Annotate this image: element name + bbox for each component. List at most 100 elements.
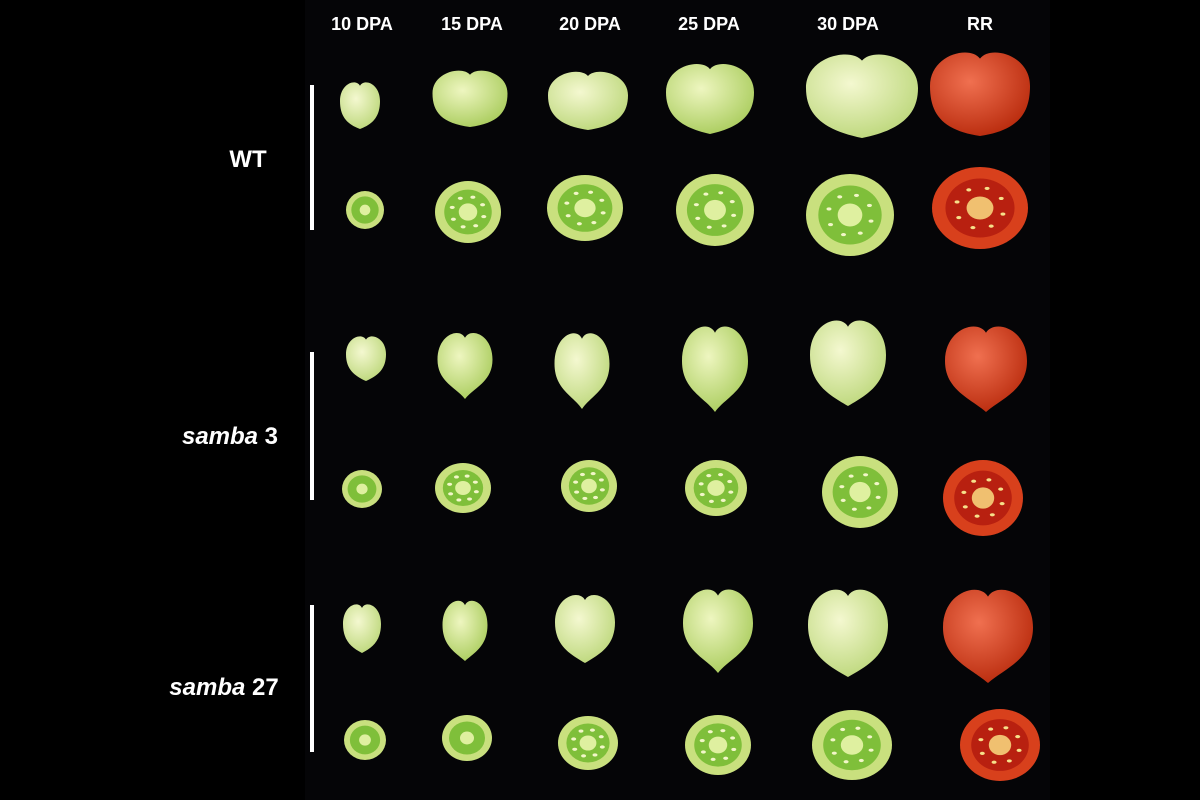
fruit-seed [720,498,726,502]
fruit-seed [866,506,872,510]
whole-fruit-samba27-10dpa [343,604,381,653]
whole-fruit-samba27-25dpa [683,589,753,673]
fruit-seed [840,498,846,502]
fruit-seed [693,203,699,207]
fruit-seed [730,736,736,740]
fruit-seed [699,492,705,497]
fruit-placenta [849,481,871,503]
fruit-seed [962,505,968,509]
fruit-placenta [840,735,864,755]
fruit-seed [460,225,466,229]
fruit-placenta [356,483,368,495]
fruit-seed [858,758,864,763]
fruit-seed [988,224,994,228]
fruit-placenta [971,487,995,509]
row-label-samba3: samba 3 [181,423,279,450]
whole-fruit-wt-15dpa [432,70,508,127]
whole-fruit-samba3-10dpa [346,336,386,381]
fruit-seed [593,495,599,500]
fruit-seed [473,224,479,228]
fruit-seed [831,751,837,755]
fruit-seed [588,190,594,194]
row-label-wt: WT [229,146,267,173]
column-header-15dpa: 15 DPA [441,14,503,34]
fruit-seed [599,745,605,749]
fruit-seed [573,191,579,196]
fruit-seed [830,738,836,742]
fruit-seed [572,747,578,751]
fruit-placenta [966,196,994,220]
whole-fruit-wt-30dpa [806,54,918,139]
whole-fruit-wt-25dpa [666,64,754,134]
whole-fruit-samba27-30dpa [808,589,888,677]
column-header-20dpa: 20 DPA [559,14,621,34]
fruit-seed [979,751,985,755]
fruit-placenta [988,734,1012,756]
fruit-seed [467,497,473,501]
fruit-seed [1006,759,1012,763]
fruit-seed [723,756,729,760]
fruit-seed [970,225,976,230]
fruit-seed [590,471,596,476]
fruit-seed [999,502,1005,506]
fruit-seed [988,727,994,731]
fruit-seed [473,490,479,494]
fruit-seed [699,738,705,743]
fruit-seed [954,200,960,204]
fruit-placenta [579,735,597,751]
fruit-seed [868,219,874,223]
fruit-placenta [704,199,726,221]
fruit-seed [854,193,860,198]
fruit-placenta [359,204,371,216]
fruit-seed [718,473,724,477]
fruit-seed [721,224,727,228]
fruit-placenta [707,480,725,496]
fruit-seed [573,480,579,484]
column-header-rr: RR [967,14,993,34]
fruit-placenta [455,481,471,495]
fruit-seed [706,474,712,478]
fruit-seed [470,195,476,199]
whole-fruit-samba3-rr [945,326,1027,412]
fruit-seed [728,490,734,494]
fruit-seed [464,474,470,478]
fruit-seed [710,757,716,761]
fruit-placenta [574,198,596,218]
fruit-seed [971,479,977,483]
fruit-seed [851,507,857,511]
fruit-placenta [460,731,474,745]
fruit-seed [447,482,453,486]
whole-fruit-samba27-rr [943,589,1033,683]
fruit-seed [574,490,580,494]
fruit-seed [998,196,1004,201]
fruit-seed [1000,212,1006,216]
fruit-seed [840,232,846,237]
fruit-seed [564,201,570,205]
whole-fruit-wt-20dpa [548,71,628,130]
fruit-seed [991,760,997,764]
fruit-seed [599,198,605,202]
fruit-seed [866,203,872,208]
fruit-seed [718,191,724,195]
fruit-seed [727,479,733,484]
fruit-seed [598,478,604,482]
fruit-seed [826,207,832,211]
fruit-seed [707,730,713,734]
whole-fruit-samba27-20dpa [555,595,615,663]
fruit-seed [855,726,861,730]
fruit-seed [703,192,709,196]
fruit-seed [857,231,863,235]
fruit-placenta [581,478,597,494]
fruit-seed [966,188,972,192]
fruit-seed [848,474,854,478]
fruit-seed [1015,735,1021,739]
fruit-seed [961,490,967,494]
row-label-samba27: samba 27 [169,674,279,701]
row-bracket-samba27 [310,605,314,752]
fruit-seed [565,214,571,218]
column-header-30dpa: 30 DPA [817,14,879,34]
fruit-seed [731,213,737,217]
fruit-seed [449,205,455,210]
fruit-seed [986,478,992,482]
